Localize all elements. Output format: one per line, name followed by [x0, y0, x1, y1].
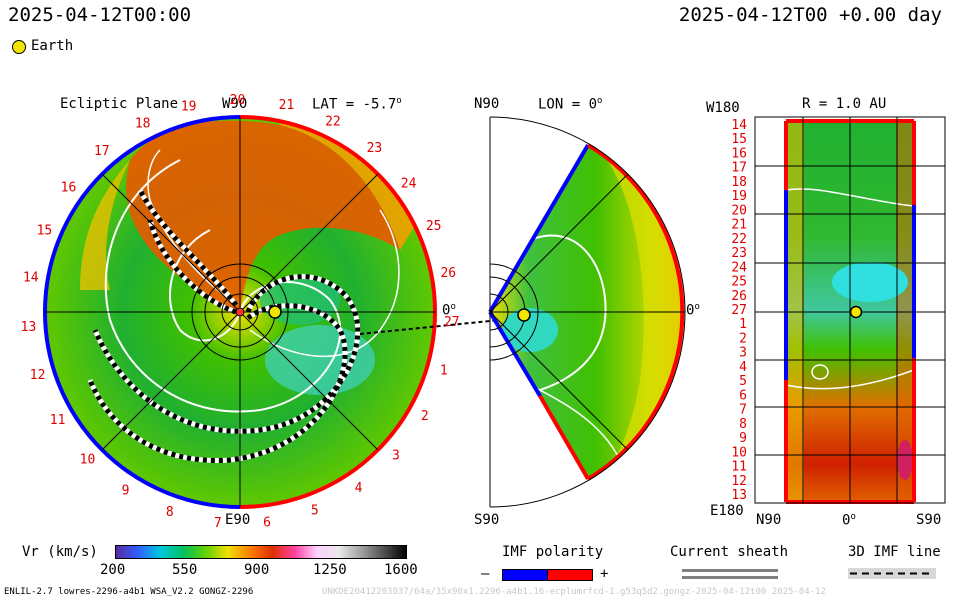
- radial-y-label: 12: [731, 474, 747, 489]
- radial-y-label: 25: [731, 275, 747, 290]
- imf-polarity-label: IMF polarity: [502, 544, 604, 560]
- ecliptic-title: Ecliptic Plane: [60, 96, 179, 112]
- carrington-longitude-label: 19: [181, 99, 197, 114]
- earth-position-radial: [849, 305, 863, 319]
- velocity-colorbar: [115, 545, 407, 559]
- radial-y-label: 5: [739, 374, 747, 389]
- earth-position-meridional: [517, 308, 531, 322]
- colorbar-tick-200: 200: [100, 562, 126, 578]
- radial-bottom-left-label: E180: [710, 503, 744, 519]
- model-info: ENLIL-2.7 lowres-2296-a4b1 WSA_V2.2 GONG…: [4, 587, 254, 597]
- current-sheath-swatch-bottom: [682, 576, 778, 579]
- longitude-label: LON = 0o: [538, 96, 603, 113]
- meridional-right-label: 0o: [686, 302, 700, 319]
- radial-y-label: 10: [731, 445, 747, 460]
- radial-y-label: 20: [731, 203, 747, 218]
- imf-3d-label: 3D IMF line: [848, 544, 941, 560]
- meridional-top-label: N90: [474, 96, 500, 112]
- radial-y-label: 16: [731, 147, 747, 162]
- ecliptic-top-label: W90: [222, 96, 248, 112]
- earth-position-ecliptic: [268, 305, 282, 319]
- carrington-longitude-label: 4: [355, 481, 363, 496]
- radial-y-label: 22: [731, 232, 747, 247]
- carrington-longitude-label: 17: [94, 144, 110, 159]
- latitude-label: LAT = -5.7o: [312, 96, 402, 113]
- carrington-longitude-label: 7: [214, 516, 222, 531]
- radial-y-label: 11: [731, 460, 747, 475]
- carrington-longitude-label: 12: [30, 368, 46, 383]
- colorbar-tick-1600: 1600: [384, 562, 418, 578]
- carrington-longitude-label: 5: [311, 503, 319, 518]
- radial-y-label: 18: [731, 175, 747, 190]
- radius-label: R = 1.0 AU: [802, 96, 887, 112]
- carrington-longitude-label: 26: [440, 266, 456, 281]
- carrington-longitude-label: 15: [37, 223, 53, 238]
- carrington-longitude-label: 6: [263, 515, 271, 530]
- colorbar-tick-550: 550: [172, 562, 198, 578]
- radial-y-label: 13: [731, 488, 747, 503]
- carrington-longitude-label: 27: [444, 315, 460, 330]
- current-sheath-swatch-top: [682, 569, 778, 572]
- current-timestamp: 2025-04-12T00 +0.00 day: [678, 4, 942, 26]
- radial-y-label: 4: [739, 360, 747, 375]
- radial-y-label: 7: [739, 403, 747, 418]
- carrington-longitude-label: 2: [421, 409, 429, 424]
- colorbar-tick-1250: 1250: [313, 562, 347, 578]
- radial-y-label: 17: [731, 161, 747, 176]
- polarity-positive-swatch: [547, 569, 593, 581]
- radial-y-label: 14: [731, 118, 747, 133]
- carrington-longitude-label: 16: [61, 180, 77, 195]
- radial-y-label: 21: [731, 218, 747, 233]
- carrington-longitude-label: 20: [230, 93, 246, 108]
- radial-top-left-label: W180: [706, 100, 740, 116]
- sun-marker: [235, 307, 245, 317]
- carrington-longitude-label: 18: [135, 117, 151, 132]
- run-info: UNKDE20412203837/64a/35x90x1.2296-a4b1.1…: [322, 587, 826, 597]
- carrington-longitude-label: 24: [401, 176, 417, 191]
- radial-y-label: 23: [731, 246, 747, 261]
- radial-x-label-s90: S90: [916, 512, 942, 528]
- carrington-longitude-label: 22: [325, 115, 341, 130]
- carrington-longitude-label: 8: [166, 505, 174, 520]
- radial-x-label-n90: N90: [756, 512, 782, 528]
- imf-3d-swatch: [848, 568, 936, 579]
- radial-y-label: 9: [739, 431, 747, 446]
- radial-y-label: 8: [739, 417, 747, 432]
- earth-marker-icon: [12, 40, 26, 54]
- radial-y-label: 6: [739, 388, 747, 403]
- radial-y-label: 26: [731, 289, 747, 304]
- carrington-longitude-label: 23: [367, 141, 383, 156]
- ecliptic-right-label: 0o: [442, 302, 456, 319]
- radial-y-label: 15: [731, 132, 747, 147]
- carrington-longitude-label: 11: [50, 413, 66, 428]
- carrington-longitude-label: 14: [23, 271, 39, 286]
- colorbar-label: Vr (km/s): [22, 544, 98, 560]
- polarity-negative-swatch: [502, 569, 548, 581]
- carrington-longitude-label: 1: [440, 363, 448, 378]
- meridional-bottom-label: S90: [474, 512, 500, 528]
- carrington-longitude-label: 3: [392, 449, 400, 464]
- radial-y-label: 27: [731, 303, 747, 318]
- carrington-longitude-label: 13: [21, 320, 37, 335]
- radial-y-label: 3: [739, 346, 747, 361]
- radial-y-label: 24: [731, 260, 747, 275]
- carrington-longitude-label: 21: [279, 98, 295, 113]
- earth-legend-label: Earth: [31, 38, 74, 54]
- current-sheath-label: Current sheath: [670, 544, 789, 560]
- polarity-minus: –: [481, 566, 490, 582]
- start-timestamp: 2025-04-12T00:00: [8, 4, 192, 26]
- radial-y-label: 2: [739, 332, 747, 347]
- radial-y-label: 1: [739, 317, 747, 332]
- colorbar-tick-900: 900: [244, 562, 270, 578]
- carrington-longitude-label: 25: [426, 219, 442, 234]
- radial-x-label-0: 0o: [842, 512, 856, 529]
- carrington-longitude-label: 9: [122, 484, 130, 499]
- ecliptic-bottom-label: E90: [225, 512, 251, 528]
- radial-y-label: 19: [731, 189, 747, 204]
- polarity-plus: +: [600, 566, 609, 582]
- carrington-longitude-label: 10: [80, 452, 96, 467]
